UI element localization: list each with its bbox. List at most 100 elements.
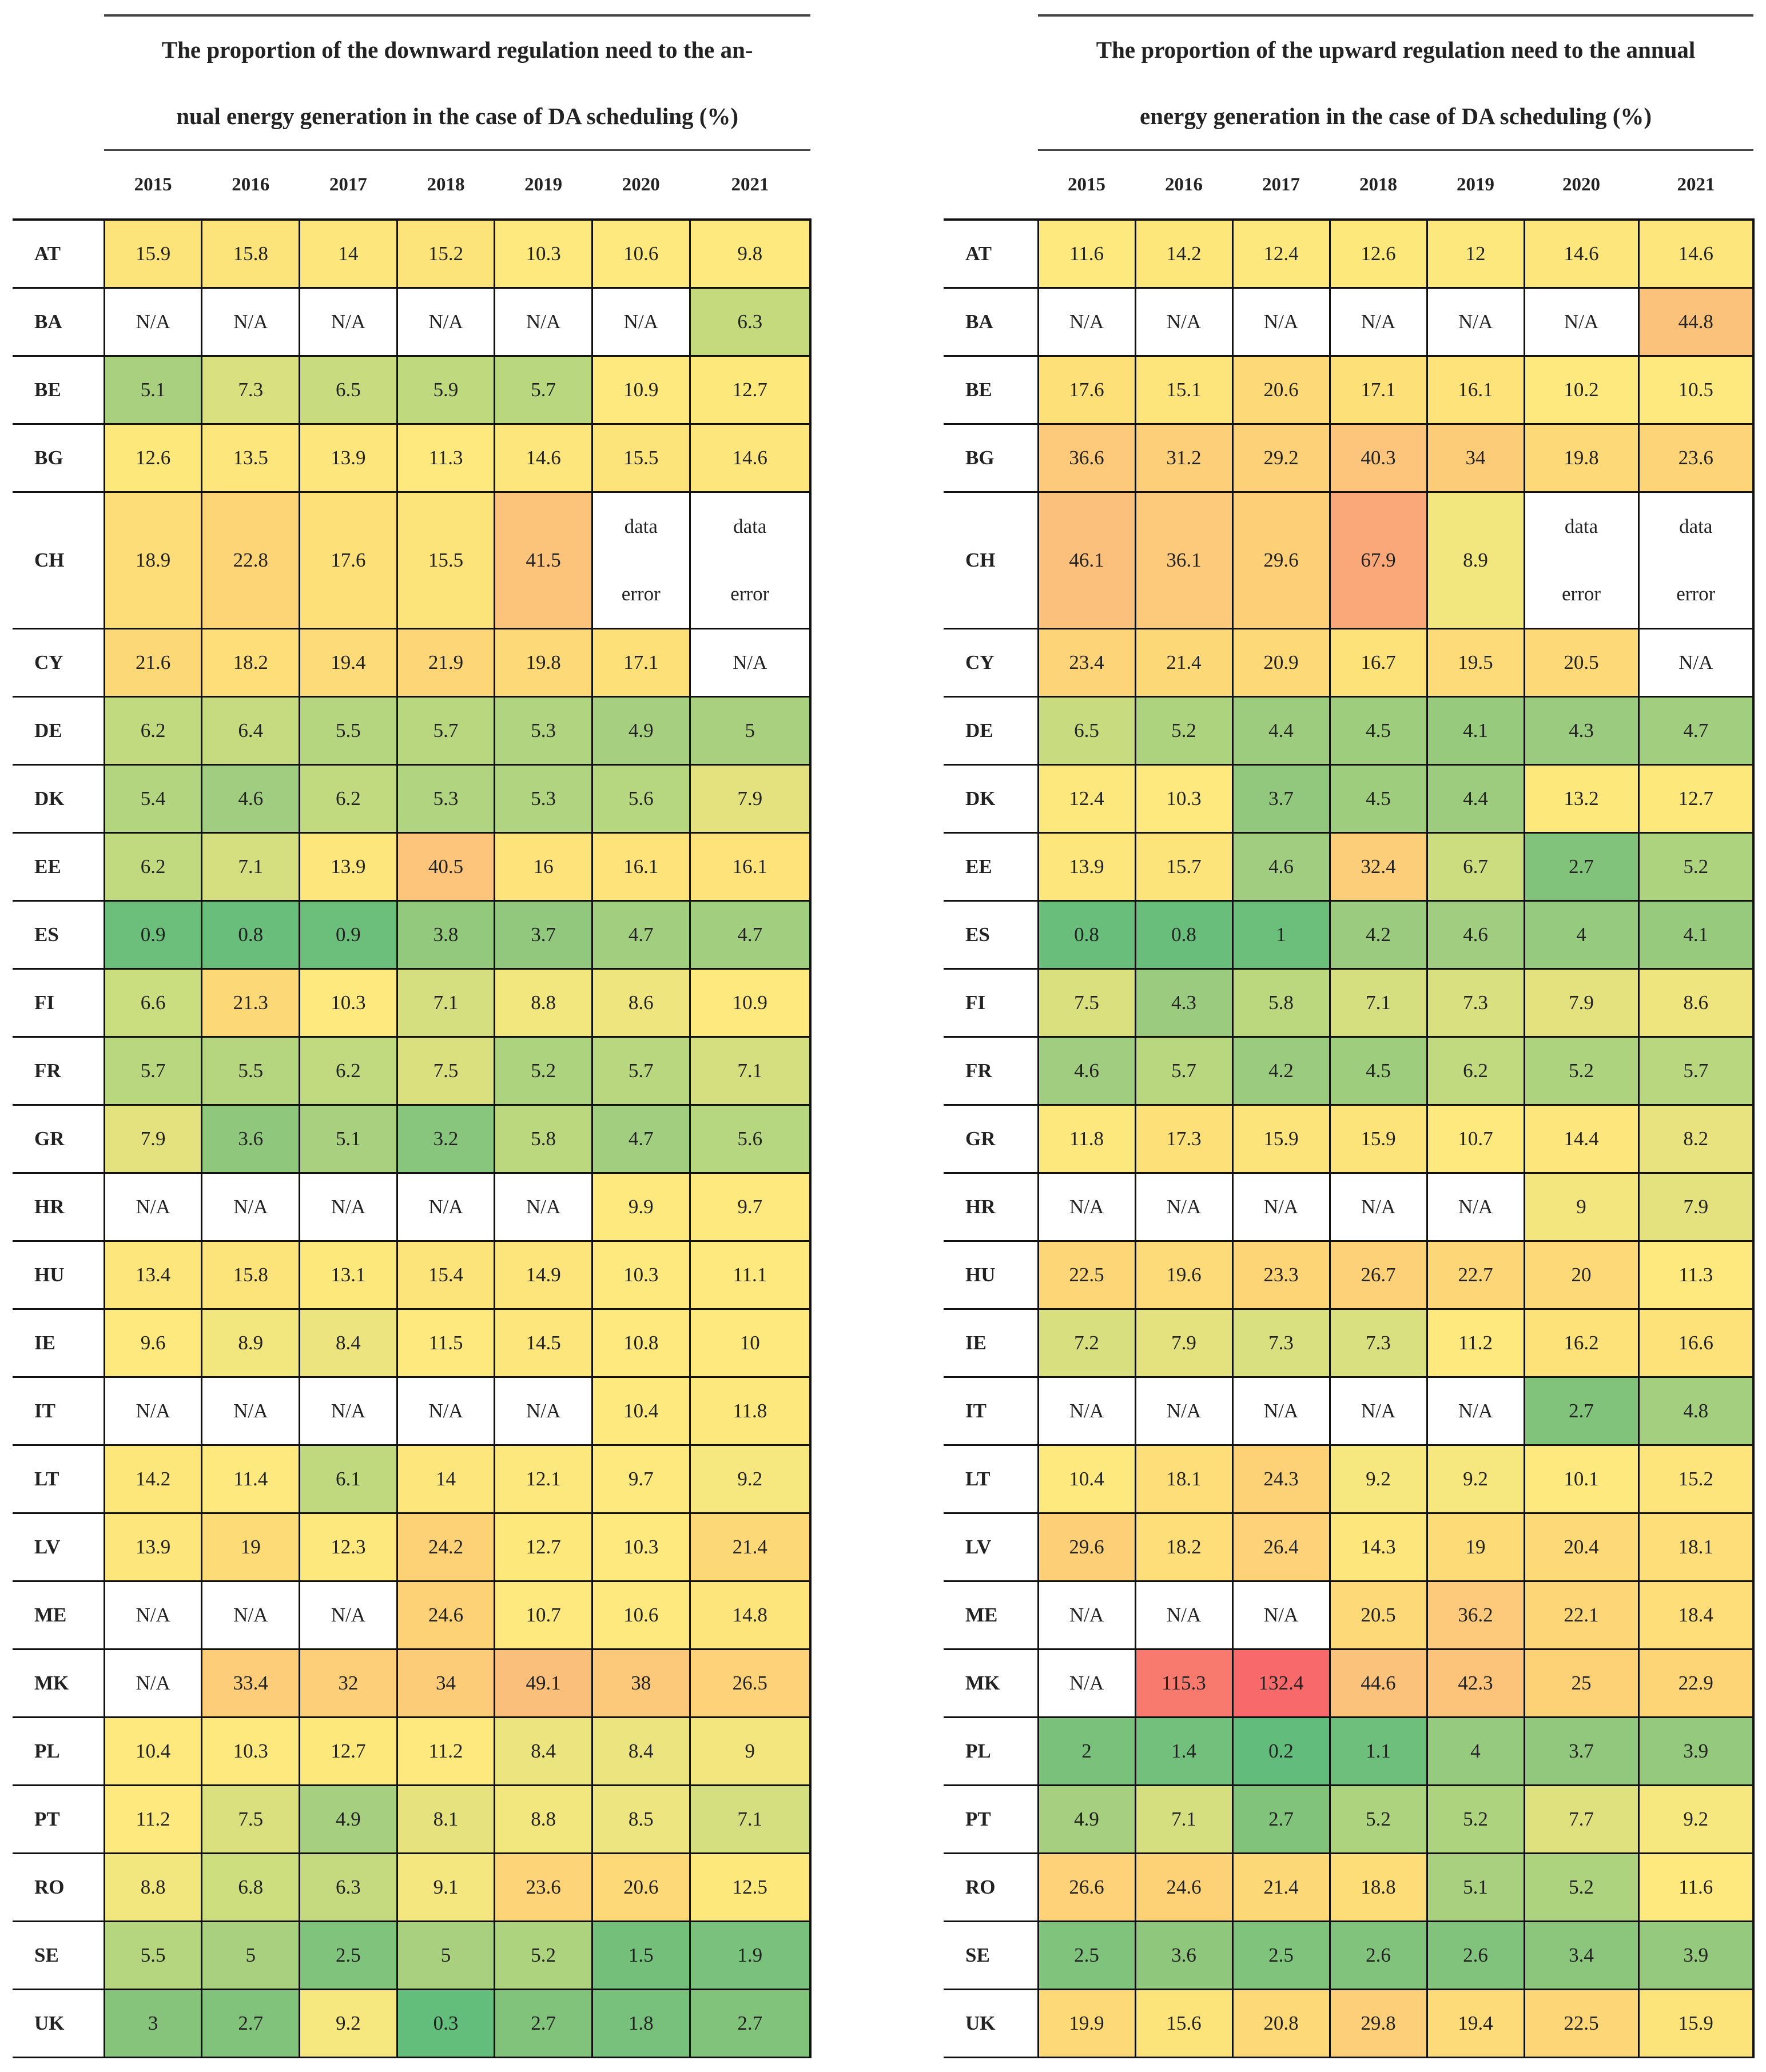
table-cell: 14	[299, 218, 398, 289]
table-cell: 19.4	[299, 627, 398, 698]
table-cell: 5.2	[1637, 831, 1755, 902]
year-header: 2017	[299, 150, 397, 221]
country-label: IT	[13, 1376, 105, 1446]
table-cell: 9.2	[299, 1988, 398, 2058]
table-cell: N/A	[1134, 1580, 1234, 1650]
table-cell: 7.9	[689, 763, 812, 834]
table-cell: N/A	[1037, 1172, 1136, 1242]
table-cell: N/A	[396, 1172, 496, 1242]
table-cell: 3.4	[1523, 1920, 1640, 1990]
table-row: IE 7.2 7.9 7.3 7.3 11.2 16.2 16.6	[944, 1308, 1755, 1378]
table-cell: 36.6	[1037, 423, 1136, 493]
table-cell: 4.6	[1426, 899, 1525, 970]
table-cell: N/A	[591, 286, 691, 357]
table-row: CH 46.1 36.1 29.6 67.9 8.9 data error data erro…	[944, 491, 1755, 629]
table-cell: 5.3	[396, 763, 496, 834]
table-cell: 13.4	[103, 1240, 203, 1310]
table-cell: 19	[1426, 1512, 1525, 1582]
table-cell: 5	[396, 1920, 496, 1990]
table-cell: 14.8	[689, 1580, 812, 1650]
table-cell: 4.9	[299, 1784, 398, 1854]
table-cell: 7.3	[1329, 1308, 1428, 1378]
table-row: FI 6.6 21.3 10.3 7.1 8.8 8.6 10.9	[13, 967, 812, 1038]
table-row: HU 22.5 19.6 23.3 26.7 22.7 20 11.3	[944, 1240, 1755, 1310]
table-cell: 44.6	[1329, 1648, 1428, 1718]
country-label: BG	[13, 423, 105, 493]
table-cell: 19.9	[1037, 1988, 1136, 2058]
table-cell: 14.6	[1523, 218, 1640, 289]
table-cell: 9	[1523, 1172, 1640, 1242]
table-row: BA N/A N/A N/A N/A N/A N/A 6.3	[13, 286, 812, 357]
table-cell: 5.3	[494, 763, 593, 834]
table-cell: 11.6	[1637, 1852, 1755, 1922]
table-cell: 38	[591, 1648, 691, 1718]
table-cell: 49.1	[494, 1648, 593, 1718]
table-cell: 40.3	[1329, 423, 1428, 493]
table-cell: 11.2	[396, 1716, 496, 1786]
country-label: GR	[944, 1103, 1039, 1174]
table-cell: 1.1	[1329, 1716, 1428, 1786]
table-cell: 18.9	[103, 491, 203, 629]
table-cell: 8.5	[591, 1784, 691, 1854]
table-cell: 16.2	[1523, 1308, 1640, 1378]
table-cell: 3.7	[1231, 763, 1331, 834]
country-label: UK	[944, 1988, 1039, 2058]
table-cell: 11.8	[1037, 1103, 1136, 1174]
table-cell: 0.3	[396, 1988, 496, 2058]
table-cell: 6.3	[299, 1852, 398, 1922]
table-cell: N/A	[1037, 1648, 1136, 1718]
table-row: ME N/A N/A N/A 24.6 10.7 10.6 14.8	[13, 1580, 812, 1650]
table-row: UK 19.9 15.6 20.8 29.8 19.4 22.5 15.9	[944, 1988, 1755, 2058]
table-cell: 7.3	[1426, 967, 1525, 1038]
table-cell: 3.7	[1523, 1716, 1640, 1786]
corner-header	[13, 150, 105, 221]
table-cell: 29.6	[1037, 1512, 1136, 1582]
table-row: CY 21.6 18.2 19.4 21.9 19.8 17.1 N/A	[13, 627, 812, 698]
table-cell: 15.5	[591, 423, 691, 493]
table-cell: 1.5	[591, 1920, 691, 1990]
table-cell: 16.7	[1329, 627, 1428, 698]
table-cell: 14.2	[103, 1444, 203, 1514]
table-cell: 14	[396, 1444, 496, 1514]
table-cell: 3.9	[1637, 1920, 1755, 1990]
country-label: BG	[944, 423, 1039, 493]
table-cell: 14.3	[1329, 1512, 1428, 1582]
table-row: PL 2 1.4 0.2 1.1 4 3.7 3.9	[944, 1716, 1755, 1786]
table-cell: 9.2	[1426, 1444, 1525, 1514]
table-cell: 5.8	[494, 1103, 593, 1174]
table-cell: 4.7	[591, 1103, 691, 1174]
table-cell: 18.1	[1134, 1444, 1234, 1514]
table-cell: 4	[1523, 899, 1640, 970]
table-row: HR N/A N/A N/A N/A N/A 9.9 9.7	[13, 1172, 812, 1242]
table-cell: 11.3	[1637, 1240, 1755, 1310]
table-cell: data error	[1523, 491, 1640, 629]
year-header: 2018	[1330, 150, 1427, 221]
country-label: HU	[944, 1240, 1039, 1310]
table-cell: 19.5	[1426, 627, 1525, 698]
country-label: DE	[13, 695, 105, 766]
table-cell: 5.7	[1637, 1035, 1755, 1106]
table-cell: 10.7	[494, 1580, 593, 1650]
table-cell: 10.3	[591, 1512, 691, 1582]
table-cell: 9.8	[689, 218, 812, 289]
table-cell: 17.1	[1329, 354, 1428, 425]
table-cell: 16	[494, 831, 593, 902]
table-cell: 2.7	[1231, 1784, 1331, 1854]
table-cell: 10.5	[1637, 354, 1755, 425]
table-cell: 10.6	[591, 218, 691, 289]
year-header: 2018	[397, 150, 495, 221]
country-label: AT	[13, 218, 105, 289]
table-cell: 2.6	[1329, 1920, 1428, 1990]
table-cell: 15.2	[1637, 1444, 1755, 1514]
table-cell: 15.9	[1231, 1103, 1331, 1174]
table-cell: N/A	[201, 1580, 301, 1650]
table-title-line-1: The proportion of the downward regulatio…	[161, 37, 753, 63]
table-cell: 7.1	[201, 831, 301, 902]
table-cell: 6.2	[103, 831, 203, 902]
table-cell: 5.8	[1231, 967, 1331, 1038]
table-cell: N/A	[299, 1376, 398, 1446]
country-label: SE	[944, 1920, 1039, 1990]
table-cell: N/A	[1329, 1172, 1428, 1242]
table-cell: 8.8	[494, 1784, 593, 1854]
table-cell: 21.6	[103, 627, 203, 698]
